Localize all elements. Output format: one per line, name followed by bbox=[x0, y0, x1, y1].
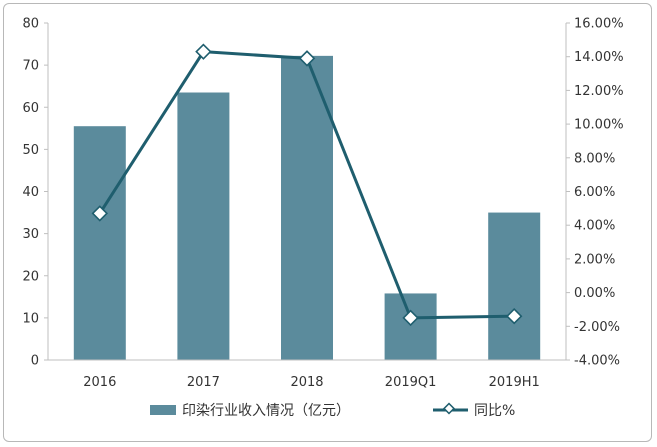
right-tick-label: 6.00% bbox=[574, 185, 615, 200]
right-tick-label: 8.00% bbox=[574, 151, 615, 166]
right-axis-ticks: -4.00% -2.00% 0.00% 2.00% 4.00% 6.00% 8.00% 10.… bbox=[566, 17, 624, 369]
left-tick-label: 50 bbox=[22, 143, 39, 158]
yoy-marker-2016 bbox=[91, 205, 109, 222]
x-tick-label: 2018 bbox=[290, 375, 323, 390]
legend-bar-label: 印染行业收入情况（亿元） bbox=[182, 403, 350, 419]
right-tick-label: 14.00% bbox=[574, 50, 624, 65]
left-tick-label: 10 bbox=[22, 311, 39, 326]
bar-2017 bbox=[177, 92, 230, 360]
left-tick-label: 60 bbox=[22, 101, 39, 116]
left-tick-label: 0 bbox=[31, 354, 39, 369]
right-tick-label: 4.00% bbox=[574, 219, 615, 234]
legend-bar-swatch bbox=[150, 405, 176, 415]
right-tick-label: -2.00% bbox=[574, 320, 620, 335]
left-tick-label: 40 bbox=[22, 185, 39, 200]
x-tick-label: 2019H1 bbox=[489, 375, 540, 390]
yoy-marker-2018 bbox=[298, 50, 316, 67]
line-layer bbox=[91, 43, 523, 327]
right-tick-label: -4.00% bbox=[574, 354, 620, 369]
x-tick-label: 2017 bbox=[187, 375, 220, 390]
legend: 印染行业收入情况（亿元） 同比% bbox=[150, 402, 515, 419]
bar-2016 bbox=[73, 126, 126, 360]
left-tick-label: 70 bbox=[22, 59, 39, 74]
left-tick-label: 80 bbox=[22, 17, 39, 32]
x-axis-ticks: 2016 2017 2018 2019Q1 2019H1 bbox=[83, 375, 540, 390]
right-tick-label: 12.00% bbox=[574, 84, 624, 99]
yoy-marker-2019H1 bbox=[505, 307, 523, 325]
bar-2018 bbox=[281, 55, 333, 361]
bar-2019H1 bbox=[488, 212, 541, 360]
bar-2019Q1 bbox=[384, 293, 437, 360]
x-tick-label: 2016 bbox=[83, 375, 116, 390]
right-tick-label: 0.00% bbox=[574, 286, 615, 301]
right-tick-label: 16.00% bbox=[574, 17, 624, 32]
legend-line-marker bbox=[442, 402, 456, 415]
legend-line-label: 同比% bbox=[474, 403, 515, 419]
bars-layer bbox=[73, 55, 541, 361]
right-tick-label: 2.00% bbox=[574, 252, 615, 267]
left-axis-ticks: 0 10 20 30 40 50 60 70 80 bbox=[22, 17, 48, 369]
yoy-marker-2019Q1 bbox=[402, 309, 419, 327]
left-tick-label: 20 bbox=[22, 269, 39, 284]
yoy-marker-2017 bbox=[195, 43, 212, 60]
right-tick-label: 10.00% bbox=[574, 118, 624, 133]
x-tick-label: 2019Q1 bbox=[385, 375, 437, 390]
left-tick-label: 30 bbox=[22, 227, 39, 242]
